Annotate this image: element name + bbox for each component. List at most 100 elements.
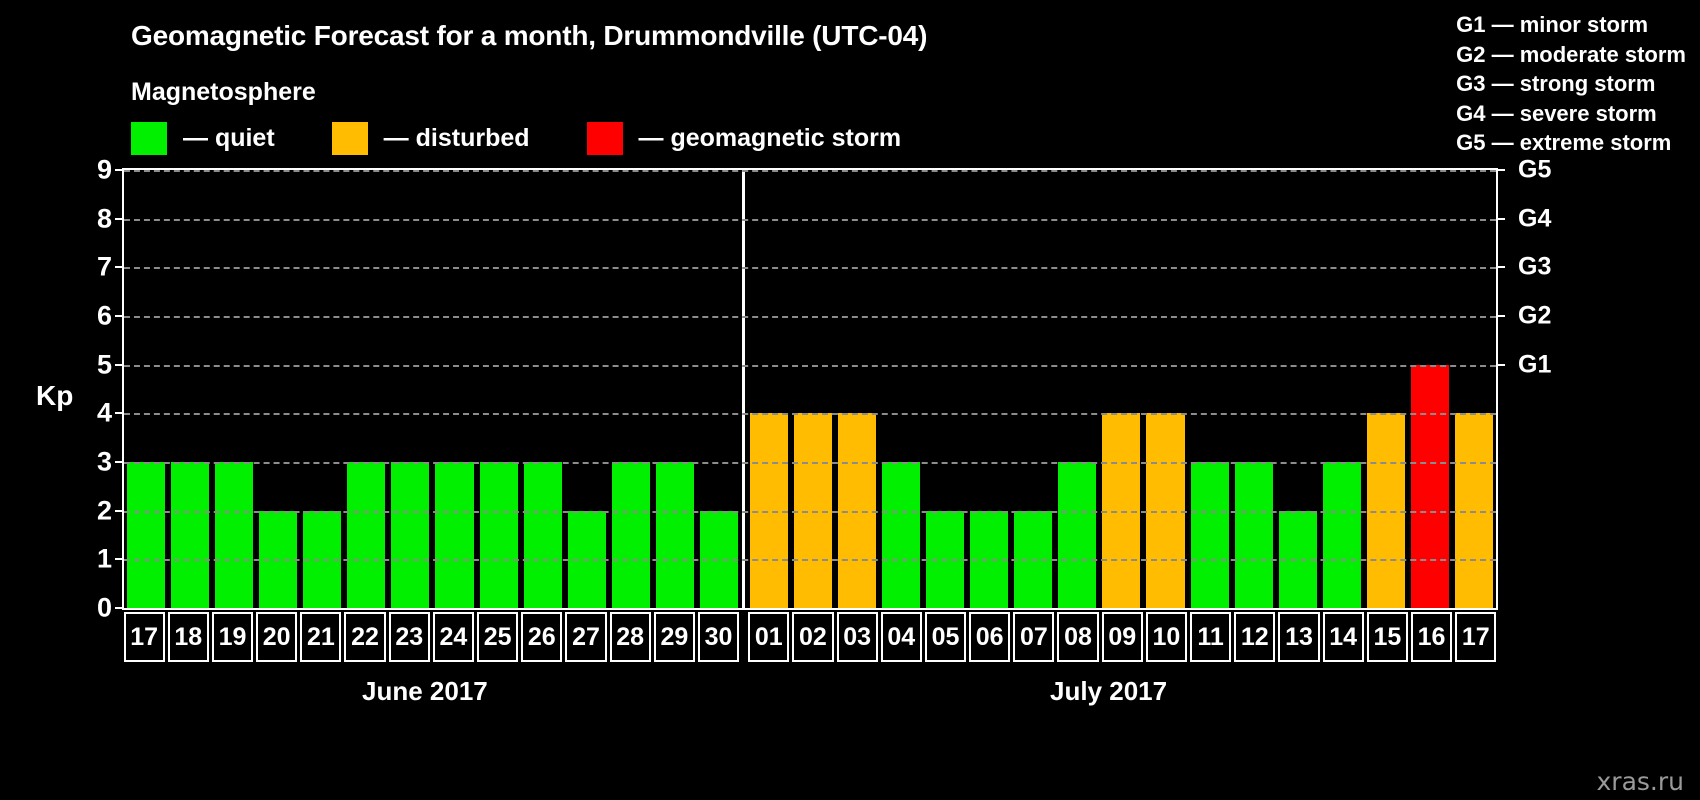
day-label-july-11[interactable]: 11 — [1190, 612, 1232, 662]
bar-cell-june-23[interactable] — [388, 170, 432, 608]
bar-cell-july-16[interactable] — [1408, 170, 1452, 608]
day-label-july-12[interactable]: 12 — [1234, 612, 1276, 662]
day-label-june-18[interactable]: 18 — [167, 612, 209, 662]
bar-cell-july-09[interactable] — [1099, 170, 1143, 608]
legend-item-label: — geomagnetic storm — [638, 124, 902, 152]
green-swatch-icon — [131, 122, 167, 155]
day-label-june-25[interactable]: 25 — [477, 612, 519, 662]
bar[interactable] — [479, 462, 518, 608]
bar[interactable] — [391, 462, 430, 608]
bar[interactable] — [1190, 462, 1229, 608]
bar-cell-june-30[interactable] — [697, 170, 741, 608]
bar-cell-june-24[interactable] — [432, 170, 476, 608]
bar-cell-july-14[interactable] — [1320, 170, 1364, 608]
bar[interactable] — [1322, 462, 1361, 608]
y-axis-tick-label-0: 0 — [96, 592, 112, 623]
day-label-july-16[interactable]: 16 — [1410, 612, 1453, 662]
day-label-june-17[interactable]: 17 — [123, 612, 165, 662]
y-axis-tick-5 — [115, 363, 124, 366]
bar-cell-june-27[interactable] — [565, 170, 609, 608]
y-axis-tick-7 — [115, 266, 124, 269]
day-label-june-29[interactable]: 29 — [653, 612, 695, 662]
storm-scale-row-5: G5 — extreme storm — [1456, 130, 1672, 155]
bar-cell-june-22[interactable] — [344, 170, 388, 608]
y-axis-tick-label-6: 6 — [96, 300, 112, 331]
bar[interactable] — [347, 462, 386, 608]
bar-cell-july-13[interactable] — [1276, 170, 1320, 608]
bar[interactable] — [127, 462, 166, 608]
bar-cell-june-29[interactable] — [653, 170, 697, 608]
day-label-june-23[interactable]: 23 — [388, 612, 430, 662]
bar-cell-july-04[interactable] — [879, 170, 923, 608]
day-label-july-13[interactable]: 13 — [1278, 612, 1320, 662]
day-label-june-22[interactable]: 22 — [344, 612, 386, 662]
day-label-july-07[interactable]: 07 — [1013, 612, 1055, 662]
y-axis-tick-label-8: 8 — [96, 203, 112, 234]
bar-cell-june-28[interactable] — [609, 170, 653, 608]
bar-cell-june-21[interactable] — [300, 170, 344, 608]
bar-cell-july-15[interactable] — [1364, 170, 1408, 608]
day-label-july-01[interactable]: 01 — [748, 612, 790, 662]
bar-cell-july-08[interactable] — [1055, 170, 1099, 608]
bar[interactable] — [435, 462, 474, 608]
day-label-june-28[interactable]: 28 — [609, 612, 651, 662]
gridline-kp-5 — [124, 364, 1496, 367]
bar-cell-july-10[interactable] — [1143, 170, 1187, 608]
bar-cell-june-18[interactable] — [168, 170, 212, 608]
day-label-june-30[interactable]: 30 — [697, 612, 740, 662]
bar-cell-july-07[interactable] — [1011, 170, 1055, 608]
bar[interactable] — [655, 462, 694, 608]
day-label-june-24[interactable]: 24 — [432, 612, 474, 662]
bar-cell-july-06[interactable] — [967, 170, 1011, 608]
g-scale-tick-label-G3: G3 — [1518, 252, 1552, 281]
bar[interactable] — [611, 462, 650, 608]
bar-cell-july-02[interactable] — [791, 170, 835, 608]
day-label-june-27[interactable]: 27 — [565, 612, 607, 662]
orange-swatch-icon — [331, 122, 368, 155]
bar[interactable] — [1234, 462, 1273, 608]
g-scale-tick-label-G1: G1 — [1518, 350, 1552, 379]
y-axis-tick-1 — [115, 558, 124, 561]
g-scale-tick-G2 — [1496, 314, 1505, 317]
day-label-july-14[interactable]: 14 — [1322, 612, 1364, 662]
bar-cell-july-01[interactable] — [747, 170, 791, 608]
day-label-july-03[interactable]: 03 — [836, 612, 878, 662]
bar[interactable] — [215, 462, 254, 608]
day-label-june-20[interactable]: 20 — [256, 612, 298, 662]
y-axis-tick-label-7: 7 — [96, 251, 112, 282]
bar[interactable] — [1058, 462, 1097, 608]
day-label-july-09[interactable]: 09 — [1101, 612, 1143, 662]
bar[interactable] — [882, 462, 921, 608]
day-label-july-02[interactable]: 02 — [792, 612, 834, 662]
bar-cell-july-03[interactable] — [835, 170, 879, 608]
day-label-june-26[interactable]: 26 — [521, 612, 563, 662]
bar-cell-june-25[interactable] — [477, 170, 521, 608]
bar-cell-july-12[interactable] — [1232, 170, 1276, 608]
day-label-june-19[interactable]: 19 — [211, 612, 254, 662]
day-label-july-05[interactable]: 05 — [924, 612, 967, 662]
bar-cell-july-11[interactable] — [1188, 170, 1232, 608]
day-label-june-21[interactable]: 21 — [300, 612, 342, 662]
bar-cell-june-26[interactable] — [521, 170, 565, 608]
storm-scale-row-2: G2 — moderate storm — [1456, 41, 1686, 67]
plot-area: 9 8 7 6 5 4 3 2 1 0 G5 G4 G3 G2 G1 — [97, 155, 1551, 623]
y-axis-tick-0 — [115, 607, 124, 609]
bar-cell-july-05[interactable] — [923, 170, 967, 608]
bar[interactable] — [523, 462, 562, 608]
bar[interactable] — [1410, 364, 1449, 608]
bar-cell-june-17[interactable] — [124, 170, 168, 608]
day-label-july-06[interactable]: 06 — [969, 612, 1011, 662]
day-label-july-15[interactable]: 15 — [1366, 612, 1408, 662]
bar-cell-june-19[interactable] — [212, 170, 256, 608]
bar-cell-july-17[interactable] — [1452, 170, 1496, 608]
y-axis-tick-3 — [115, 460, 124, 463]
gridline-kp-7 — [124, 267, 1496, 270]
legend-item-1: — disturbed — [331, 122, 530, 155]
day-label-july-08[interactable]: 08 — [1057, 612, 1099, 662]
g-scale-tick-G4 — [1496, 217, 1505, 220]
bar-cell-june-20[interactable] — [256, 170, 300, 608]
bar[interactable] — [171, 462, 210, 608]
day-label-july-10[interactable]: 10 — [1145, 612, 1187, 662]
day-label-july-17[interactable]: 17 — [1455, 612, 1497, 662]
day-label-july-04[interactable]: 04 — [880, 612, 922, 662]
